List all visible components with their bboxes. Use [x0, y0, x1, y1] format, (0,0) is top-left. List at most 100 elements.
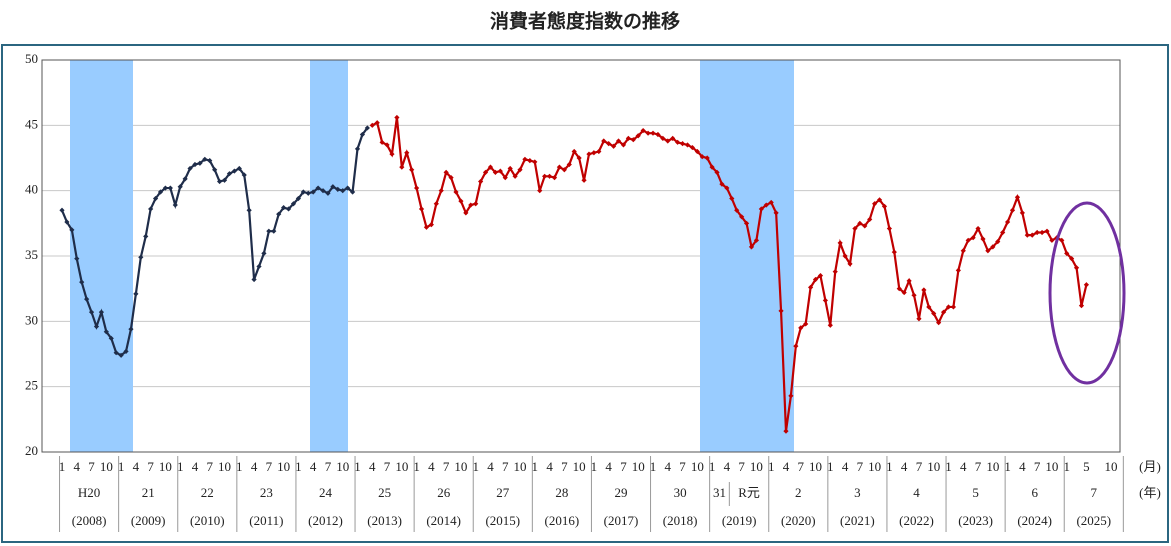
- x-tick-label: 4: [724, 459, 731, 474]
- x-tick-label: 1: [354, 459, 361, 474]
- point: [635, 133, 641, 139]
- x-tick-label: 1: [945, 459, 952, 474]
- point: [103, 329, 109, 335]
- point: [123, 348, 129, 354]
- point: [246, 207, 252, 213]
- point: [645, 130, 651, 136]
- point: [729, 195, 735, 202]
- point: [1059, 237, 1065, 243]
- highlight-ellipse: [1048, 201, 1126, 385]
- y-tick-label: 45: [25, 116, 38, 131]
- x-tick-label: 4: [251, 459, 258, 474]
- point: [492, 169, 498, 175]
- point: [281, 205, 287, 211]
- x-tick-label: 10: [395, 459, 408, 474]
- x-tick-label: 1: [827, 459, 834, 474]
- point: [315, 185, 321, 191]
- year-label: (2021): [840, 513, 875, 528]
- point: [724, 185, 730, 191]
- point: [335, 186, 341, 192]
- point: [320, 188, 326, 194]
- point: [591, 150, 597, 156]
- x-tick-label: 5: [1083, 459, 1090, 474]
- point: [271, 228, 277, 234]
- grid: [42, 59, 1120, 453]
- point: [931, 310, 937, 317]
- point: [217, 178, 223, 185]
- point: [837, 240, 843, 246]
- point: [374, 120, 380, 126]
- point: [808, 284, 814, 290]
- point: [960, 248, 966, 254]
- point: [182, 176, 188, 182]
- point: [177, 184, 183, 190]
- point: [753, 237, 760, 243]
- point: [468, 202, 474, 208]
- point: [714, 169, 720, 175]
- x-tick-label: 4: [1019, 459, 1026, 474]
- point: [734, 207, 740, 213]
- point: [340, 188, 346, 194]
- era-label: 26: [437, 485, 451, 500]
- point: [517, 167, 523, 173]
- point: [369, 122, 375, 128]
- x-tick-label: 10: [632, 459, 645, 474]
- year-label: (2010): [190, 513, 225, 528]
- point: [167, 185, 173, 191]
- x-tick-label: 10: [691, 459, 704, 474]
- x-tick-label: 7: [620, 459, 627, 474]
- x-tick-label: 4: [133, 459, 140, 474]
- point: [1000, 229, 1006, 236]
- point: [798, 325, 804, 331]
- point: [896, 286, 902, 292]
- point: [295, 195, 301, 202]
- point: [985, 248, 991, 254]
- x-tick-label: 7: [325, 459, 332, 474]
- point: [364, 125, 370, 131]
- point: [1044, 228, 1050, 234]
- x-tick-label: 4: [74, 459, 81, 474]
- point: [290, 201, 297, 207]
- point: [399, 164, 405, 170]
- point: [458, 198, 464, 204]
- point: [955, 267, 961, 273]
- point: [950, 304, 957, 310]
- point: [1078, 303, 1085, 309]
- x-tick-label: 7: [679, 459, 686, 474]
- x-tick-label: 10: [277, 459, 290, 474]
- year-label: (2016): [545, 513, 580, 528]
- point: [118, 352, 124, 358]
- point: [803, 321, 809, 327]
- x-tick-label: 7: [88, 459, 95, 474]
- point: [546, 173, 553, 179]
- point: [748, 244, 755, 250]
- point: [98, 309, 104, 315]
- point: [1029, 232, 1035, 238]
- x-tick-label: 1: [1063, 459, 1070, 474]
- point: [325, 190, 331, 196]
- point: [527, 158, 533, 164]
- x-tick-label: 7: [561, 459, 568, 474]
- point: [389, 151, 395, 157]
- point: [739, 214, 745, 220]
- x-tick-label: 4: [665, 459, 672, 474]
- point: [133, 291, 139, 297]
- year-label: (2014): [426, 513, 461, 528]
- x-tick-label: 10: [159, 459, 172, 474]
- point: [995, 239, 1001, 245]
- point: [655, 131, 661, 138]
- era-label: 6: [1031, 485, 1038, 500]
- point: [148, 206, 154, 212]
- shaded-period: [700, 60, 794, 452]
- point: [463, 210, 469, 216]
- point: [891, 249, 897, 255]
- year-label: (2023): [958, 513, 993, 528]
- y-tick-label: 50: [25, 51, 38, 66]
- point: [576, 155, 582, 161]
- point: [601, 138, 607, 144]
- point: [822, 297, 828, 304]
- point: [359, 131, 366, 138]
- point: [620, 142, 627, 148]
- point: [354, 146, 361, 152]
- x-tick-label: 1: [709, 459, 716, 474]
